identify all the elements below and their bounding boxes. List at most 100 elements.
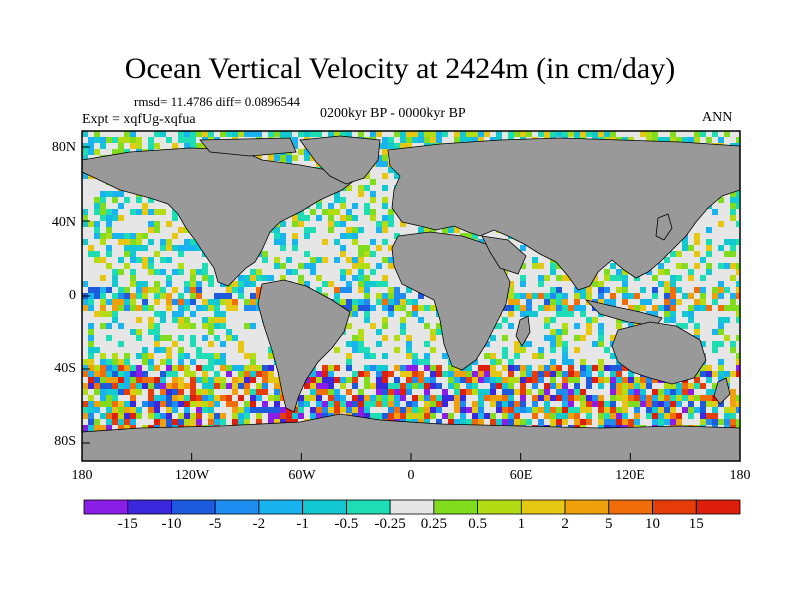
velocity-cell <box>526 131 532 137</box>
velocity-cell <box>472 359 478 365</box>
velocity-cell <box>136 335 142 341</box>
velocity-cell <box>430 227 436 233</box>
velocity-cell <box>106 377 112 383</box>
velocity-cell <box>400 371 406 377</box>
velocity-cell <box>154 287 160 293</box>
velocity-cell <box>340 203 346 209</box>
velocity-cell <box>562 323 568 329</box>
velocity-cell <box>388 299 394 305</box>
velocity-cell <box>382 305 388 311</box>
velocity-cell <box>382 323 388 329</box>
velocity-cell <box>178 251 184 257</box>
velocity-cell <box>130 209 136 215</box>
velocity-cell <box>436 371 442 377</box>
velocity-cell <box>538 365 544 371</box>
velocity-cell <box>292 269 298 275</box>
velocity-cell <box>154 311 160 317</box>
velocity-cell <box>178 227 184 233</box>
velocity-cell <box>274 263 280 269</box>
velocity-cell <box>358 227 364 233</box>
velocity-cell <box>550 269 556 275</box>
velocity-cell <box>154 293 160 299</box>
velocity-cell <box>94 131 100 137</box>
velocity-cell <box>208 353 214 359</box>
velocity-cell <box>232 335 238 341</box>
velocity-cell <box>730 263 736 269</box>
velocity-cell <box>424 227 430 233</box>
velocity-cell <box>352 311 358 317</box>
velocity-cell <box>118 365 124 371</box>
velocity-cell <box>544 383 550 389</box>
velocity-cell <box>430 365 436 371</box>
velocity-cell <box>358 341 364 347</box>
velocity-cell <box>718 293 724 299</box>
velocity-cell <box>208 131 214 137</box>
velocity-cell <box>454 371 460 377</box>
velocity-cell <box>130 293 136 299</box>
velocity-cell <box>544 275 550 281</box>
velocity-cell <box>160 209 166 215</box>
velocity-cell <box>136 383 142 389</box>
velocity-cell <box>298 209 304 215</box>
velocity-cell <box>496 371 502 377</box>
velocity-cell <box>394 131 400 137</box>
velocity-cell <box>424 383 430 389</box>
velocity-cell <box>382 275 388 281</box>
velocity-cell <box>382 155 388 161</box>
velocity-cell <box>502 377 508 383</box>
velocity-cell <box>388 263 394 269</box>
velocity-cell <box>106 287 112 293</box>
velocity-cell <box>652 275 658 281</box>
velocity-cell <box>208 281 214 287</box>
velocity-cell <box>640 299 646 305</box>
velocity-cell <box>382 197 388 203</box>
velocity-cell <box>154 365 160 371</box>
velocity-cell <box>550 299 556 305</box>
velocity-cell <box>232 299 238 305</box>
velocity-cell <box>142 299 148 305</box>
velocity-cell <box>304 131 310 137</box>
velocity-cell <box>130 245 136 251</box>
velocity-cell <box>544 365 550 371</box>
velocity-cell <box>430 347 436 353</box>
velocity-cell <box>226 293 232 299</box>
velocity-cell <box>736 263 740 269</box>
velocity-cell <box>592 377 598 383</box>
velocity-cell <box>580 305 586 311</box>
velocity-cell <box>370 353 376 359</box>
velocity-cell <box>124 245 130 251</box>
velocity-cell <box>520 311 526 317</box>
velocity-cell <box>388 257 394 263</box>
velocity-cell <box>406 365 412 371</box>
velocity-cell <box>640 305 646 311</box>
velocity-cell <box>118 215 124 221</box>
velocity-cell <box>178 131 184 137</box>
velocity-cell <box>364 287 370 293</box>
velocity-cell <box>154 221 160 227</box>
velocity-cell <box>274 257 280 263</box>
velocity-cell <box>208 275 214 281</box>
velocity-cell <box>658 281 664 287</box>
velocity-cell <box>322 257 328 263</box>
velocity-cell <box>670 299 676 305</box>
velocity-cell <box>370 305 376 311</box>
velocity-cell <box>184 245 190 251</box>
velocity-cell <box>316 383 322 389</box>
velocity-cell <box>214 317 220 323</box>
velocity-cell <box>142 287 148 293</box>
velocity-cell <box>604 299 610 305</box>
velocity-cell <box>172 317 178 323</box>
velocity-cell <box>88 359 94 365</box>
velocity-cell <box>352 239 358 245</box>
velocity-cell <box>304 155 310 161</box>
velocity-cell <box>358 371 364 377</box>
velocity-cell <box>154 251 160 257</box>
velocity-cell <box>604 269 610 275</box>
velocity-cell <box>154 341 160 347</box>
velocity-cell <box>538 305 544 311</box>
velocity-cell <box>148 329 154 335</box>
velocity-cell <box>514 131 520 137</box>
velocity-cell <box>178 335 184 341</box>
velocity-cell <box>706 377 712 383</box>
velocity-cell <box>196 281 202 287</box>
